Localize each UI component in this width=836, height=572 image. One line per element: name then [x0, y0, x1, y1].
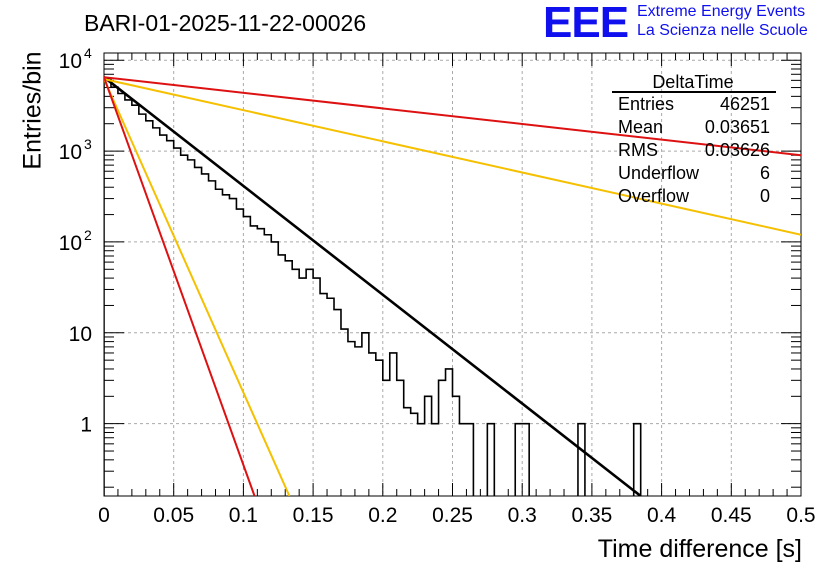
y-tick-exponent: 3: [84, 136, 92, 152]
stats-label: Underflow: [618, 163, 700, 183]
series-yellow-fast: [104, 78, 291, 496]
y-axis-label: Entries/bin: [18, 51, 47, 170]
x-tick-label: 0.1: [229, 504, 258, 527]
y-tick-label: 10: [69, 323, 92, 346]
chart-title: BARI-01-2025-11-22-00026: [84, 10, 367, 36]
eee-logo: EEE: [543, 0, 629, 47]
series-red-fast: [104, 76, 256, 496]
stats-label: Overflow: [618, 186, 690, 206]
stats-label: RMS: [618, 140, 658, 160]
grid: [104, 53, 801, 496]
y-tick-label: 10: [59, 50, 82, 73]
stats-label: Entries: [618, 94, 674, 114]
stats-value: 6: [760, 163, 770, 183]
histogram: [104, 77, 642, 496]
y-tick-label: 10: [59, 141, 82, 164]
x-tick-label: 0: [98, 504, 110, 527]
x-axis-label: Time difference [s]: [597, 535, 802, 563]
series-yellow-slow: [104, 78, 801, 236]
x-tick-label: 0.35: [571, 504, 612, 527]
x-tick-label: 0.3: [508, 504, 537, 527]
x-tick-label: 0.5: [786, 504, 815, 527]
x-tick-label: 0.2: [368, 504, 397, 527]
stats-label: Mean: [618, 117, 663, 137]
x-tick-label: 0.4: [647, 504, 677, 527]
x-tick-label: 0.15: [293, 504, 334, 527]
stats-value: 46251: [720, 94, 770, 114]
y-tick-label: 1: [80, 414, 92, 437]
stats-title: DeltaTime: [652, 72, 733, 92]
series-red-slow: [104, 76, 801, 157]
x-tick-label: 0.45: [711, 504, 752, 527]
logo-line-2: La Scienza nelle Scuole: [637, 22, 808, 39]
y-tick-label: 10: [59, 232, 82, 255]
stats-value: 0.03626: [705, 140, 770, 160]
series-fit: [104, 76, 642, 496]
data-layer: [104, 76, 801, 496]
y-tick-exponent: 2: [84, 227, 92, 243]
logo-line-1: Extreme Energy Events: [637, 3, 806, 20]
x-tick-label: 0.25: [432, 504, 473, 527]
stats-value: 0.03651: [705, 117, 770, 137]
stats-value: 0: [760, 186, 770, 206]
x-tick-label: 0.05: [153, 504, 194, 527]
y-tick-exponent: 4: [84, 45, 92, 61]
